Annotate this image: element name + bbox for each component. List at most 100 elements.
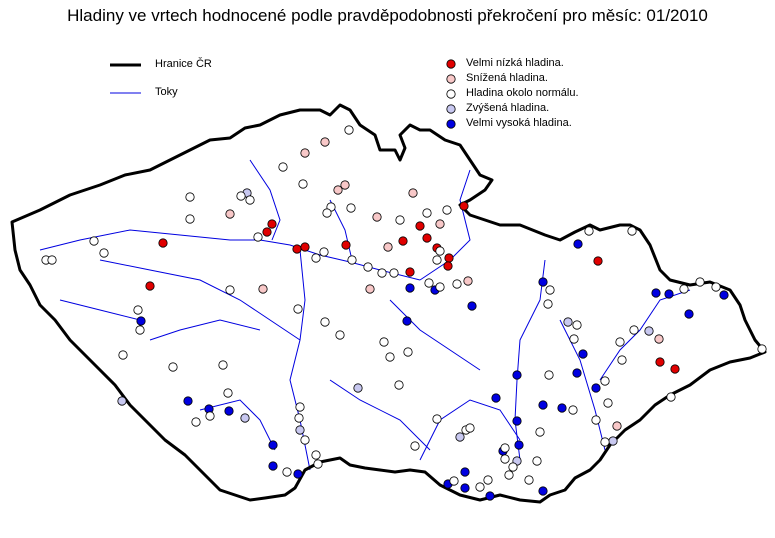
well-point-W	[449, 476, 459, 486]
well-point-W	[524, 475, 534, 485]
well-point-B	[460, 467, 470, 477]
wells-layer	[41, 125, 767, 501]
well-point-L	[295, 425, 305, 435]
river-2	[99, 259, 301, 341]
well-point-W	[135, 325, 145, 335]
well-point-B	[224, 406, 234, 416]
well-point-W	[347, 255, 357, 265]
well-point-L	[353, 383, 363, 393]
well-point-W	[569, 334, 579, 344]
well-point-R	[459, 201, 469, 211]
well-point-B	[572, 368, 582, 378]
well-point-B	[136, 316, 146, 326]
well-point-W	[572, 320, 582, 330]
well-point-W	[191, 417, 201, 427]
well-point-B	[538, 486, 548, 496]
well-point-B	[538, 277, 548, 287]
well-point-W	[544, 370, 554, 380]
well-point-P	[654, 334, 664, 344]
well-point-R	[267, 219, 277, 229]
well-point-W	[500, 454, 510, 464]
well-point-R	[398, 236, 408, 246]
well-point-B	[268, 440, 278, 450]
river-0	[259, 239, 421, 281]
well-point-L	[644, 326, 654, 336]
well-point-W	[278, 162, 288, 172]
well-point-W	[568, 405, 578, 415]
map-title: Hladiny ve vrtech hodnocené podle pravdě…	[67, 6, 708, 25]
well-point-W	[236, 191, 246, 201]
well-point-R	[655, 357, 665, 367]
well-point-P	[333, 185, 343, 195]
well-point-W	[385, 352, 395, 362]
well-point-W	[432, 414, 442, 424]
well-point-B	[467, 301, 477, 311]
well-point-B	[538, 400, 548, 410]
well-point-P	[365, 284, 375, 294]
well-point-W	[363, 262, 373, 272]
well-point-W	[584, 226, 594, 236]
well-point-B	[719, 290, 729, 300]
well-point-W	[319, 247, 329, 257]
well-point-W	[218, 360, 228, 370]
well-point-R	[593, 256, 603, 266]
well-point-W	[543, 299, 553, 309]
well-point-W	[389, 268, 399, 278]
well-point-R	[415, 221, 425, 231]
well-point-R	[443, 261, 453, 271]
well-point-P	[463, 276, 473, 286]
well-point-P	[372, 212, 382, 222]
legend-label-high: Zvýšená hladina.	[466, 102, 550, 114]
well-point-L	[117, 396, 127, 406]
well-point-B	[512, 416, 522, 426]
river-9	[149, 319, 261, 341]
well-point-W	[282, 467, 292, 477]
well-point-B	[183, 396, 193, 406]
legend-border-label: Hranice ČR	[155, 58, 212, 70]
well-point-B	[491, 393, 501, 403]
well-point-B	[402, 316, 412, 326]
river-4	[419, 169, 471, 281]
well-point-P	[408, 188, 418, 198]
well-point-W	[253, 232, 263, 242]
well-point-W	[394, 380, 404, 390]
well-point-W	[600, 376, 610, 386]
well-point-R	[158, 238, 168, 248]
well-point-W	[603, 398, 613, 408]
legend	[110, 59, 456, 129]
well-point-W	[629, 325, 639, 335]
well-point-W	[185, 214, 195, 224]
legend-label-normal: Hladina okolo normálu.	[466, 87, 579, 99]
well-point-W	[432, 255, 442, 265]
well-point-W	[344, 125, 354, 135]
well-point-P	[300, 148, 310, 158]
well-point-W	[504, 470, 514, 480]
river-13	[329, 199, 353, 261]
well-point-R	[670, 364, 680, 374]
legend-marker-L	[446, 104, 456, 114]
well-point-R	[422, 233, 432, 243]
well-point-B	[578, 349, 588, 359]
well-point-W	[311, 253, 321, 263]
well-point-W	[346, 203, 356, 213]
river-10	[329, 379, 431, 451]
river-14	[389, 299, 481, 371]
well-point-W	[403, 347, 413, 357]
well-point-P	[435, 219, 445, 229]
well-point-P	[383, 242, 393, 252]
well-point-W	[99, 248, 109, 258]
well-point-P	[612, 421, 622, 431]
well-point-W	[483, 475, 493, 485]
well-point-W	[410, 441, 420, 451]
well-point-W	[500, 443, 510, 453]
rivers-layer	[39, 159, 691, 471]
well-point-W	[185, 192, 195, 202]
well-point-L	[455, 432, 465, 442]
well-point-B	[268, 461, 278, 471]
well-point-W	[600, 437, 610, 447]
well-point-B	[405, 283, 415, 293]
well-point-W	[617, 355, 627, 365]
well-point-W	[168, 362, 178, 372]
well-point-W	[300, 435, 310, 445]
